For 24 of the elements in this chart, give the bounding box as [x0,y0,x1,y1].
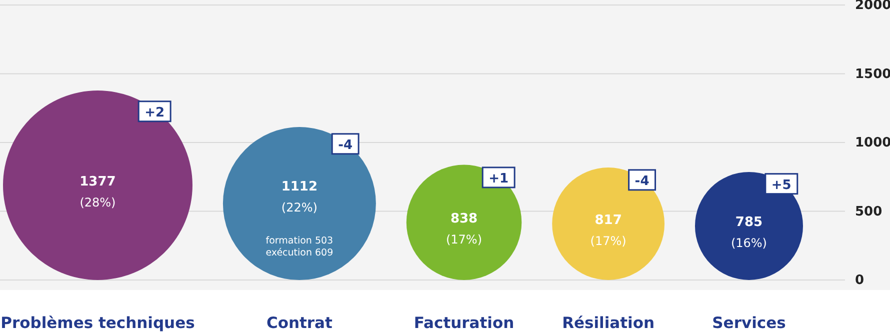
annotation: (28%) [80,195,116,210]
annotation: formation 503 [266,236,334,247]
y-tick-label: 500 [855,204,882,220]
annotation: 1112 [281,180,318,195]
annotation: 817 [594,212,622,228]
annotation: exécution 609 [266,248,334,259]
x-tick-label: Résiliation [562,314,655,332]
annotation: (16%) [730,236,768,250]
annotation: -4 [634,174,650,189]
annotation: +2 [144,105,165,120]
annotation: +5 [771,178,792,193]
y-tick-label: 0 [855,273,864,288]
annotation: -4 [338,138,353,153]
x-tick-label: Services [712,314,786,332]
annotation: 838 [450,211,478,226]
x-tick-label: Facturation [414,314,514,332]
x-tick-label: Problèmes techniques [0,314,195,332]
annotation: 785 [735,214,763,230]
annotation: (22%) [281,200,318,215]
annotation: (17%) [446,232,482,246]
annotation: +1 [488,171,509,186]
annotation: (17%) [590,234,626,248]
annotation: 1377 [80,174,116,190]
x-tick-label: Contrat [266,314,334,332]
